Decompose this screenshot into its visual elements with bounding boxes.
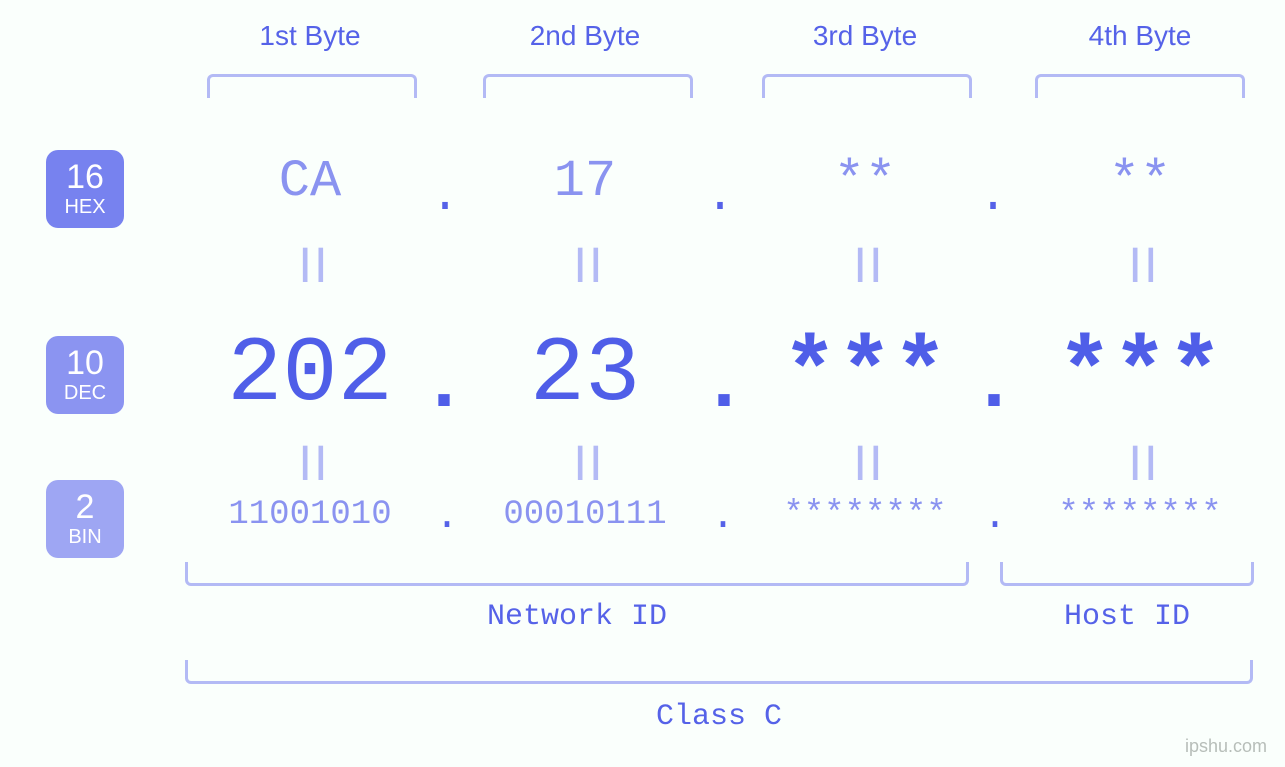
- hex-byte-2: 17: [455, 152, 715, 211]
- hex-byte-4: **: [1010, 152, 1270, 211]
- dec-dot-2: .: [700, 340, 730, 431]
- bin-byte-4: ********: [1010, 496, 1270, 534]
- bin-dot-3: .: [980, 495, 1010, 540]
- hex-dot-1: .: [430, 170, 460, 224]
- eq-icon: ||: [845, 244, 885, 285]
- ip-diagram: 1st Byte 2nd Byte 3rd Byte 4th Byte 16 H…: [0, 0, 1285, 767]
- dec-byte-1: 202: [180, 322, 440, 427]
- badge-hex-label: HEX: [64, 196, 105, 219]
- bin-dot-2: .: [708, 495, 738, 540]
- byte-header-3: 3rd Byte: [735, 20, 995, 52]
- eq-icon: ||: [1120, 442, 1160, 483]
- dec-byte-4: ***: [1010, 322, 1270, 427]
- badge-dec-label: DEC: [64, 382, 106, 405]
- bin-byte-2: 00010111: [455, 496, 715, 534]
- top-bracket-1: [207, 74, 417, 98]
- eq-icon: ||: [290, 244, 330, 285]
- watermark: ipshu.com: [1185, 736, 1267, 757]
- dec-dot-3: .: [970, 340, 1000, 431]
- hex-dot-2: .: [705, 170, 735, 224]
- byte-header-1: 1st Byte: [180, 20, 440, 52]
- badge-dec: 10 DEC: [46, 336, 124, 414]
- dec-dot-1: .: [420, 340, 450, 431]
- host-bracket: [1000, 562, 1254, 586]
- byte-header-2: 2nd Byte: [455, 20, 715, 52]
- hex-dot-3: .: [978, 170, 1008, 224]
- badge-bin-label: BIN: [68, 526, 101, 549]
- top-bracket-3: [762, 74, 972, 98]
- eq-icon: ||: [290, 442, 330, 483]
- byte-header-4: 4th Byte: [1010, 20, 1270, 52]
- dec-byte-3: ***: [735, 322, 995, 427]
- eq-icon: ||: [1120, 244, 1160, 285]
- badge-dec-num: 10: [66, 346, 104, 380]
- class-bracket: [185, 660, 1253, 684]
- bin-byte-3: ********: [735, 496, 995, 534]
- eq-icon: ||: [845, 442, 885, 483]
- eq-icon: ||: [565, 442, 605, 483]
- host-id-label: Host ID: [1000, 600, 1254, 634]
- badge-hex-num: 16: [66, 160, 104, 194]
- top-bracket-4: [1035, 74, 1245, 98]
- badge-hex: 16 HEX: [46, 150, 124, 228]
- hex-byte-1: CA: [180, 152, 440, 211]
- bin-dot-1: .: [432, 495, 462, 540]
- badge-bin-num: 2: [76, 490, 95, 524]
- class-label: Class C: [185, 700, 1253, 734]
- eq-icon: ||: [565, 244, 605, 285]
- top-bracket-2: [483, 74, 693, 98]
- hex-byte-3: **: [735, 152, 995, 211]
- badge-bin: 2 BIN: [46, 480, 124, 558]
- bin-byte-1: 11001010: [180, 496, 440, 534]
- dec-byte-2: 23: [455, 322, 715, 427]
- network-bracket: [185, 562, 969, 586]
- network-id-label: Network ID: [185, 600, 969, 634]
